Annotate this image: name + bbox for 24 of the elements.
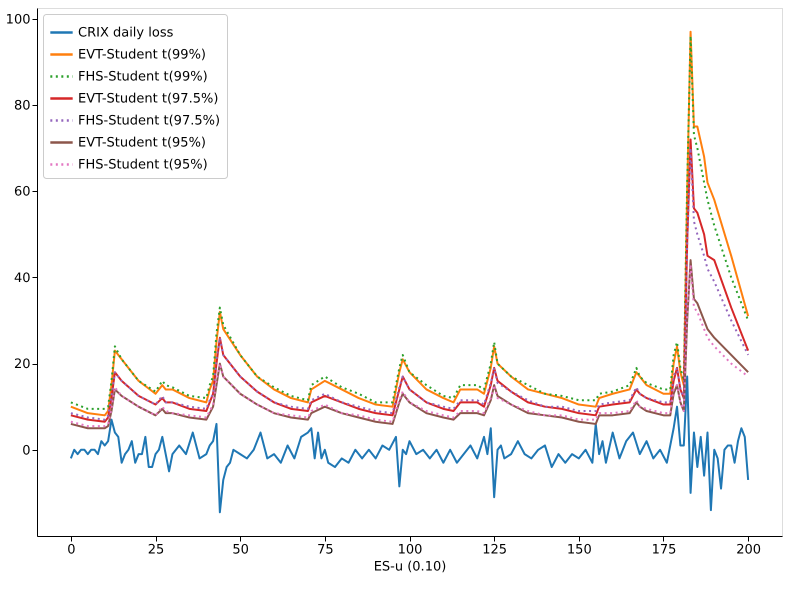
x-tick-label: 25 [148,542,164,558]
y-tick-label: 20 [14,357,30,372]
x-tick-label: 125 [482,542,508,558]
legend-label: EVT-Student t(95%) [78,136,206,150]
legend-label: EVT-Student t(99%) [78,48,206,62]
y-tick-label: 80 [14,98,30,114]
x-tick-label: 0 [67,542,76,558]
x-tick-label: 200 [736,542,762,558]
y-tick-label: 40 [14,270,30,286]
legend-label: EVT-Student t(97.5%) [78,92,218,106]
y-tick-label: 0 [22,443,30,458]
legend-label: FHS-Student t(95%) [78,158,208,172]
x-tick-label: 100 [398,542,422,558]
legend-label: CRIX daily loss [78,26,174,40]
x-axis-title: ES-u (0.10) [374,560,446,574]
line-series [70,376,750,514]
x-tick-label: 150 [566,542,592,558]
legend-label: FHS-Student t(97.5%) [78,114,220,128]
y-tick-label: 100 [6,12,30,28]
x-tick-label: 75 [317,542,334,558]
y-tick-label: 60 [14,184,30,200]
x-tick-label: 50 [232,542,249,558]
legend-label: FHS-Student t(99%) [78,70,208,84]
x-tick-label: 175 [652,542,676,558]
